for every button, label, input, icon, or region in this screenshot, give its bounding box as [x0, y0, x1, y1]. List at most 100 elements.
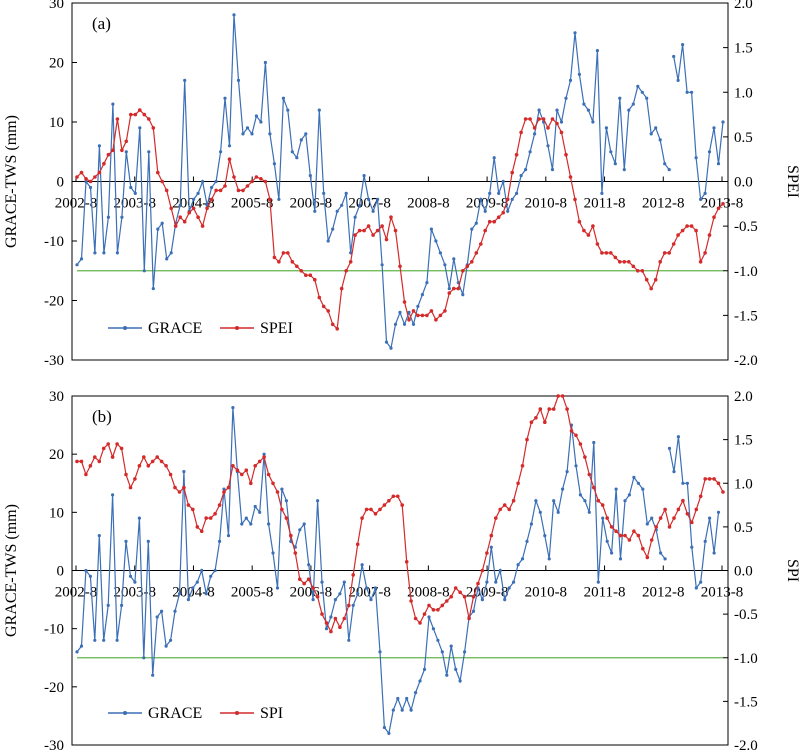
grace-point	[298, 528, 302, 532]
grace-point	[488, 191, 492, 195]
grace-point	[267, 522, 271, 526]
index-point	[600, 503, 605, 507]
index-point	[681, 498, 685, 503]
y2-tick-label: 1.5	[734, 433, 753, 449]
grace-point	[543, 534, 547, 538]
grace-point	[716, 162, 721, 166]
index-point	[218, 188, 223, 193]
index-point	[573, 197, 577, 202]
index-point	[578, 442, 583, 446]
index-point	[583, 455, 587, 459]
index-point	[371, 233, 375, 237]
grace-point	[382, 725, 386, 730]
index-point	[195, 525, 200, 529]
y2-tick-label: 0.5	[734, 520, 753, 536]
y-tick-label: -30	[44, 738, 64, 754]
index-point	[476, 581, 480, 586]
grace-point	[485, 580, 489, 584]
grace-point	[133, 580, 137, 584]
index-point	[173, 485, 177, 490]
grace-point	[445, 673, 449, 677]
index-point	[245, 184, 250, 188]
grace-point	[632, 475, 636, 479]
grace-point	[307, 563, 311, 567]
y2-tick-label: 0.0	[734, 564, 753, 580]
grace-point	[142, 656, 146, 660]
index-point	[685, 224, 689, 228]
index-point	[534, 416, 538, 420]
x-tick-label: 2008-8	[407, 585, 450, 601]
grace-point	[546, 144, 550, 148]
legend-marker	[235, 711, 239, 715]
grace-point	[555, 108, 559, 112]
grace-point	[340, 203, 344, 207]
grace-point	[236, 78, 241, 82]
grace-point	[565, 470, 569, 474]
grace-point	[627, 493, 632, 497]
grace-point	[649, 132, 653, 136]
index-point	[268, 197, 272, 202]
index-point	[511, 498, 516, 503]
grace-point	[244, 516, 248, 520]
index-point	[115, 442, 119, 446]
index-point	[257, 459, 262, 464]
index-point	[712, 477, 716, 481]
index-point	[541, 117, 546, 121]
index-point	[313, 277, 317, 282]
grace-point	[600, 191, 604, 195]
index-point	[213, 512, 217, 516]
index-point	[355, 542, 360, 547]
grace-point	[447, 287, 451, 291]
grace-point	[605, 539, 609, 544]
index-point	[528, 117, 532, 121]
legend-marker	[123, 326, 127, 330]
grace-point	[93, 638, 97, 642]
index-point	[79, 170, 84, 175]
index-point	[263, 179, 268, 184]
y2-tick-label: 1.5	[734, 41, 753, 57]
index-point	[120, 148, 124, 153]
x-tick-label: 2011-8	[584, 196, 626, 212]
index-point	[631, 264, 636, 269]
index-point	[483, 228, 488, 233]
grace-point	[577, 72, 582, 76]
index-point	[250, 179, 254, 184]
index-point	[93, 175, 97, 179]
y-axis-label: GRACE-TWS (mm)	[3, 115, 20, 248]
grace-point	[182, 470, 186, 474]
index-point	[436, 608, 440, 612]
grace-point	[165, 257, 169, 261]
x-tick-label: 2002-8	[55, 196, 98, 212]
index-point	[644, 277, 649, 282]
index-point	[721, 490, 725, 494]
grace-point	[115, 638, 119, 642]
index-point	[427, 603, 431, 608]
grace-point	[703, 191, 707, 195]
grace-point	[559, 120, 564, 124]
index-point	[402, 300, 407, 304]
grace-point	[659, 551, 663, 555]
grace-point	[284, 499, 288, 503]
grace-point	[568, 78, 573, 82]
grace-point	[240, 522, 244, 526]
index-point	[525, 437, 529, 442]
grace-point	[707, 150, 712, 154]
grace-point	[254, 114, 258, 118]
index-point	[308, 273, 313, 278]
grace-point	[409, 708, 413, 712]
index-point	[452, 286, 456, 291]
grace-point	[681, 481, 685, 485]
index-point	[514, 152, 519, 157]
index-point	[133, 477, 137, 481]
index-point	[505, 197, 510, 202]
grace-point	[102, 638, 106, 642]
index-point	[649, 286, 653, 291]
index-point	[146, 464, 151, 468]
index-point	[658, 516, 663, 520]
grace-point	[75, 263, 79, 267]
index-point	[547, 407, 551, 411]
grace-point	[699, 580, 703, 584]
grace-point	[595, 49, 600, 53]
grace-point	[79, 257, 84, 261]
index-point	[88, 464, 93, 468]
